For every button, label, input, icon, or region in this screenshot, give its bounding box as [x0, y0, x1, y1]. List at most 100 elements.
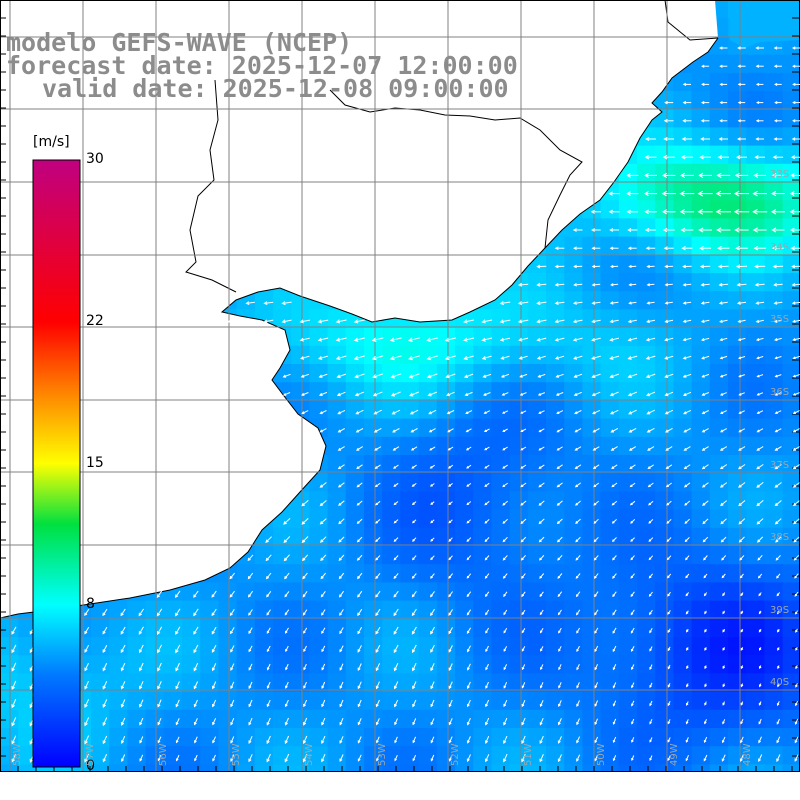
- wind-arrow: [737, 319, 746, 323]
- wind-arrow: [376, 736, 380, 744]
- wind-arrow: [701, 64, 710, 68]
- wind-arrow: [609, 246, 619, 250]
- wind-arrow: [776, 736, 781, 744]
- wind-arrow: [792, 410, 800, 414]
- wind-arrow: [684, 537, 690, 543]
- wind-arrow: [773, 137, 783, 141]
- wind-arrow: [682, 264, 692, 269]
- wind-arrow: [698, 172, 712, 179]
- wind-arrow: [466, 537, 472, 542]
- wind-arrow: [576, 645, 580, 653]
- wind-arrow: [375, 590, 381, 598]
- wind-arrow: [430, 608, 435, 617]
- wind-arrow: [539, 554, 545, 561]
- wind-arrow: [376, 754, 380, 762]
- wind-arrow: [794, 591, 799, 597]
- wind-arrow: [483, 428, 490, 432]
- wind-arrow: [717, 245, 730, 251]
- wind-arrow: [372, 391, 383, 397]
- wind-arrow: [229, 572, 235, 580]
- wind-arrow: [626, 209, 639, 215]
- wind-arrow: [230, 754, 235, 762]
- wind-arrow: [302, 554, 309, 562]
- wind-arrow: [11, 680, 17, 691]
- wind-arrow: [357, 645, 362, 653]
- wind-arrow: [102, 662, 108, 672]
- wind-arrow: [703, 573, 708, 579]
- wind-arrow: [485, 699, 490, 708]
- wind-arrow: [448, 573, 453, 579]
- wind-arrow: [375, 572, 381, 580]
- wind-arrow: [411, 501, 417, 506]
- wind-arrow: [774, 119, 782, 123]
- wind-arrow: [631, 755, 635, 762]
- wind-arrow: [681, 136, 693, 142]
- wind-arrow: [138, 608, 145, 617]
- wind-arrow: [229, 590, 235, 598]
- wind-arrow: [283, 518, 291, 525]
- wind-arrow: [575, 554, 581, 561]
- wind-arrow: [719, 410, 727, 414]
- wind-arrow: [282, 392, 291, 396]
- wind-arrow: [518, 355, 528, 360]
- colorbar-tick-label: 30: [86, 151, 104, 167]
- wind-arrow: [102, 644, 108, 654]
- wind-arrow: [612, 700, 617, 707]
- wind-arrow: [630, 537, 635, 542]
- wind-arrow: [357, 681, 362, 690]
- wind-arrow: [538, 482, 545, 488]
- wind-arrow: [739, 573, 744, 579]
- wind-arrow: [794, 736, 799, 744]
- wind-arrow: [484, 482, 490, 488]
- wind-arrow: [481, 355, 492, 360]
- wind-arrow: [465, 428, 472, 433]
- wind-arrow: [521, 735, 526, 745]
- wind-arrow: [120, 681, 126, 690]
- wind-arrow: [628, 446, 637, 451]
- wind-arrow: [645, 355, 656, 360]
- wind-arrow: [776, 718, 780, 725]
- wind-arrow: [466, 573, 472, 579]
- wind-arrow: [718, 282, 729, 287]
- wind-arrow: [466, 591, 472, 598]
- wind-arrow: [319, 500, 327, 507]
- wind-arrow: [627, 373, 638, 379]
- wind-arrow: [430, 681, 435, 690]
- wind-arrow: [792, 446, 800, 451]
- wind-arrow: [299, 319, 310, 324]
- wind-arrow: [792, 319, 800, 323]
- wind-arrow: [792, 119, 800, 123]
- wind-arrow: [753, 245, 766, 251]
- wind-arrow: [612, 736, 617, 744]
- wind-arrow: [740, 610, 744, 615]
- wind-arrow: [755, 119, 764, 123]
- wind-arrow: [430, 663, 435, 672]
- wind-arrow: [466, 736, 471, 744]
- wind-arrow: [554, 264, 565, 269]
- wind-arrow: [230, 699, 235, 708]
- wind-arrow: [738, 500, 746, 507]
- wind-arrow: [649, 737, 653, 743]
- wind-arrow: [138, 644, 144, 654]
- wind-arrow: [430, 573, 435, 579]
- wind-arrow: [247, 572, 254, 580]
- wind-arrow: [447, 464, 454, 469]
- wind-arrow: [430, 736, 435, 744]
- wind-arrow: [429, 483, 435, 487]
- wind-arrow: [631, 645, 635, 652]
- wind-arrow: [572, 228, 583, 232]
- wind-arrow: [682, 391, 692, 397]
- wind-arrow: [740, 701, 744, 706]
- wind-arrow: [721, 754, 726, 762]
- wind-arrow: [557, 591, 563, 598]
- wind-arrow: [774, 518, 782, 525]
- wind-arrow: [521, 591, 526, 598]
- wind-arrow: [430, 718, 435, 726]
- wind-arrow: [554, 337, 565, 342]
- wind-arrow: [317, 319, 329, 324]
- wind-arrow: [573, 264, 583, 269]
- wind-arrow: [756, 464, 764, 470]
- wind-arrow: [193, 718, 198, 726]
- wind-arrow: [700, 282, 710, 287]
- wind-arrow: [557, 754, 562, 763]
